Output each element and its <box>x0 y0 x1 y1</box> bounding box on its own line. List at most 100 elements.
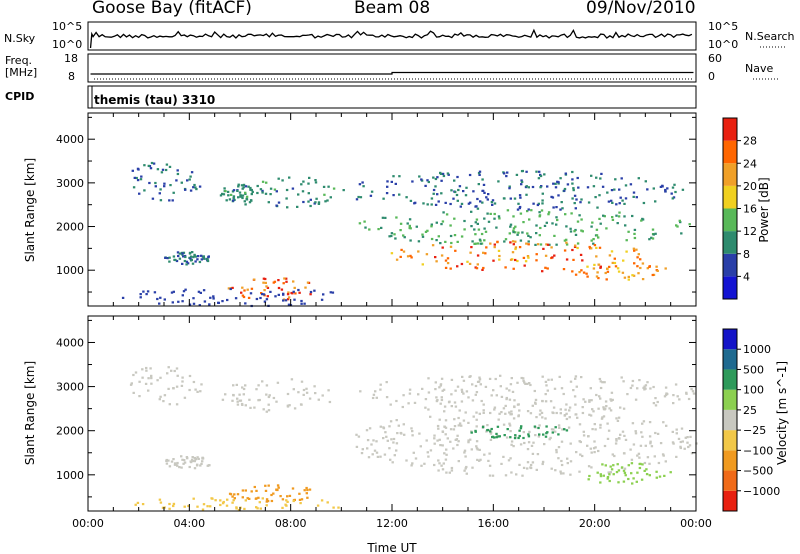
data-cell <box>510 413 513 416</box>
data-cell <box>476 197 479 201</box>
data-cell <box>493 436 496 439</box>
data-cell <box>681 188 685 191</box>
data-cell <box>522 466 526 469</box>
data-cell <box>196 456 199 459</box>
data-cell <box>172 191 175 194</box>
data-cell <box>531 452 535 455</box>
data-cell <box>306 488 309 492</box>
data-cell <box>305 492 308 495</box>
data-cell <box>168 256 171 259</box>
data-cell <box>379 425 382 428</box>
data-cell <box>588 400 591 403</box>
data-cell <box>538 211 541 214</box>
data-cell <box>491 474 495 477</box>
data-cell <box>674 190 677 194</box>
data-cell <box>293 298 296 301</box>
data-cell <box>496 425 500 428</box>
data-cell <box>527 240 530 243</box>
data-cell <box>262 293 266 296</box>
data-cell <box>411 430 414 433</box>
data-cell <box>471 383 474 386</box>
data-cell <box>283 277 286 280</box>
data-cell <box>597 236 600 239</box>
data-cell <box>602 474 605 477</box>
data-cell <box>571 178 574 181</box>
data-cell <box>475 440 479 443</box>
data-cell <box>624 438 628 441</box>
data-cell <box>292 290 295 293</box>
data-cell <box>221 502 225 505</box>
data-cell <box>458 185 462 188</box>
data-cell <box>615 438 618 441</box>
data-cell <box>466 260 469 263</box>
data-cell <box>482 411 485 414</box>
data-cell <box>659 442 663 445</box>
data-cell <box>244 384 247 387</box>
data-cell <box>332 187 336 190</box>
data-cell <box>471 240 474 243</box>
data-cell <box>569 473 572 476</box>
data-cell <box>675 428 678 431</box>
data-cell <box>270 499 274 503</box>
data-cell <box>474 393 477 396</box>
data-cell <box>454 190 457 194</box>
data-cell <box>165 462 169 465</box>
data-cell <box>245 198 249 201</box>
data-cell <box>386 185 389 188</box>
data-cell <box>509 197 512 200</box>
data-cell <box>159 501 163 504</box>
data-cell <box>308 397 312 400</box>
data-cell <box>617 469 621 472</box>
data-cell <box>535 416 538 419</box>
data-cell <box>514 246 518 249</box>
data-cell <box>537 177 541 180</box>
data-cell <box>528 382 531 385</box>
data-cell <box>200 462 203 465</box>
data-cell <box>517 414 520 417</box>
data-cell <box>233 493 236 496</box>
data-cell <box>679 440 682 444</box>
data-cell <box>543 173 546 176</box>
data-cell <box>527 186 530 189</box>
data-cell <box>135 176 138 180</box>
data-cell <box>617 416 621 419</box>
data-cell <box>242 387 246 391</box>
data-cell <box>562 392 565 396</box>
data-cell <box>316 504 320 507</box>
data-cell <box>521 169 524 173</box>
data-cell <box>535 232 538 235</box>
data-cell <box>509 457 512 460</box>
data-cell <box>390 232 394 235</box>
data-cell <box>145 369 148 372</box>
data-cell <box>440 396 443 399</box>
data-cell <box>152 162 156 165</box>
data-cell <box>499 374 502 377</box>
data-cell <box>622 407 626 410</box>
data-cell <box>607 200 611 203</box>
data-cell <box>568 409 571 412</box>
data-cell <box>546 185 549 188</box>
data-cell <box>269 193 272 196</box>
data-cell <box>274 295 277 298</box>
data-cell <box>574 228 577 232</box>
data-cell <box>435 400 439 403</box>
data-cell <box>265 384 269 387</box>
data-cell <box>382 437 385 440</box>
data-cell <box>608 265 611 268</box>
data-cell <box>555 451 558 454</box>
data-cell <box>265 285 268 288</box>
data-cell <box>424 398 428 401</box>
data-cell <box>167 366 170 369</box>
data-cell <box>478 378 482 381</box>
data-cell <box>524 382 527 385</box>
data-cell <box>443 410 446 413</box>
data-cell <box>623 434 626 437</box>
data-cell <box>142 290 145 293</box>
data-cell <box>540 411 544 414</box>
data-cell <box>664 393 668 396</box>
data-cell <box>384 431 387 434</box>
data-cell <box>138 192 141 195</box>
data-cell <box>185 263 188 266</box>
data-cell <box>539 409 542 412</box>
data-cell <box>285 277 288 280</box>
